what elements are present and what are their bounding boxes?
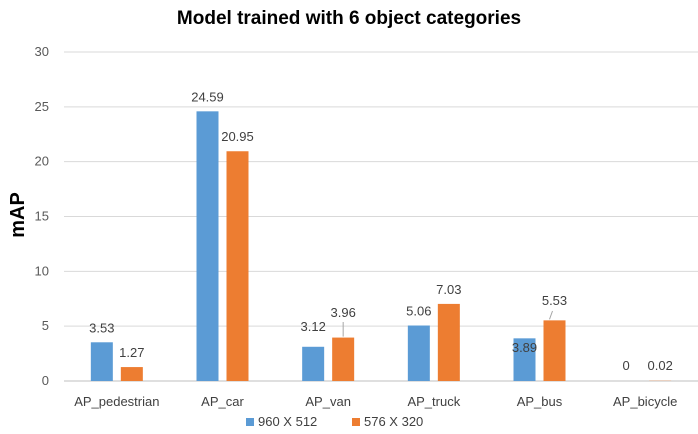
y-tick-label: 30 xyxy=(35,44,49,59)
x-tick-label: AP_bus xyxy=(517,394,563,409)
y-tick-label: 20 xyxy=(35,154,49,169)
x-tick-label: AP_van xyxy=(305,394,351,409)
bar xyxy=(543,320,566,381)
data-label: 0.02 xyxy=(648,358,673,373)
x-tick-label: AP_bicycle xyxy=(613,394,677,409)
data-labels: 3.53 1.27 24.59 20.95 3.12 3.96 5.06 7.03 3.89 5.… xyxy=(89,89,673,373)
data-label: 3.96 xyxy=(331,305,356,320)
bars xyxy=(90,111,672,382)
bar xyxy=(407,325,430,381)
data-label: 20.95 xyxy=(221,129,254,144)
data-label: 3.12 xyxy=(301,319,326,334)
y-tick-labels: 0 5 10 15 20 25 30 xyxy=(35,44,49,388)
bar xyxy=(302,346,325,381)
data-label: 0 xyxy=(623,358,630,373)
category-labels: AP_pedestrian AP_car AP_van AP_truck AP_bus A… xyxy=(74,394,677,409)
data-label: 24.59 xyxy=(191,89,224,104)
x-tick-label: AP_pedestrian xyxy=(74,394,159,409)
legend-swatch xyxy=(352,418,360,426)
label-leaders xyxy=(342,310,553,337)
y-axis-label: mAP xyxy=(7,192,29,238)
data-label: 5.53 xyxy=(542,293,567,308)
y-tick-label: 10 xyxy=(35,263,49,278)
bar xyxy=(437,303,460,381)
legend-label: 960 X 512 xyxy=(258,414,317,429)
label-leader-line xyxy=(549,310,553,320)
bar xyxy=(120,367,143,381)
bar xyxy=(513,338,536,381)
data-label: 3.53 xyxy=(89,320,114,335)
x-tick-label: AP_car xyxy=(201,394,244,409)
data-label: 5.06 xyxy=(406,304,431,319)
chart-title: Model trained with 6 object categories xyxy=(177,8,521,29)
bar xyxy=(332,337,355,381)
y-tick-label: 25 xyxy=(35,99,49,114)
y-tick-label: 15 xyxy=(35,209,49,224)
bar xyxy=(226,151,249,381)
data-label: 1.27 xyxy=(119,345,144,360)
bar xyxy=(196,111,219,382)
bar xyxy=(90,342,113,381)
x-tick-label: AP_truck xyxy=(407,394,460,409)
legend-label: 576 X 320 xyxy=(364,414,423,429)
data-label: 3.89 xyxy=(512,340,537,355)
legend: 960 X 512 576 X 320 xyxy=(246,414,423,429)
y-tick-label: 0 xyxy=(42,373,49,388)
legend-swatch xyxy=(246,418,254,426)
y-tick-label: 5 xyxy=(42,318,49,333)
gridlines xyxy=(64,51,698,382)
data-label: 7.03 xyxy=(436,282,461,297)
